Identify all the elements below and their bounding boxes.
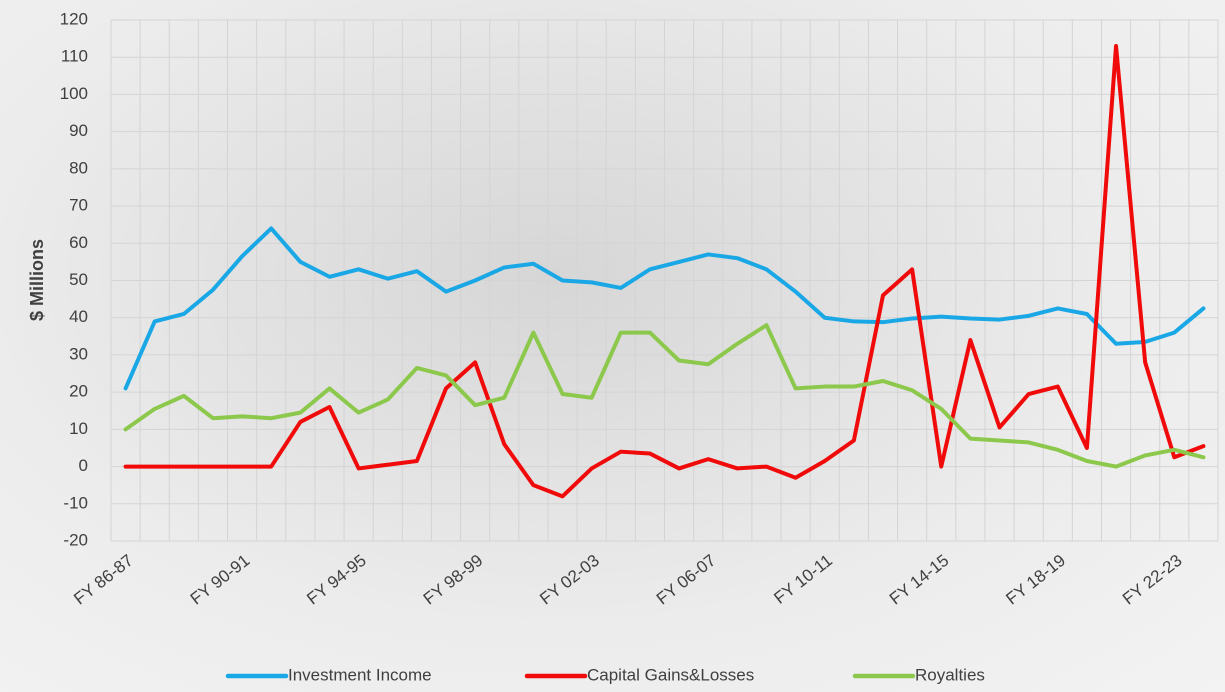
y-tick-label: 100 <box>60 84 88 103</box>
y-tick-label: 10 <box>69 419 88 438</box>
y-tick-label: -10 <box>63 493 88 512</box>
x-tick-label: FY 18-19 <box>1002 551 1069 609</box>
y-tick-label: 60 <box>69 233 88 252</box>
x-tick-label: FY 94-95 <box>303 551 370 609</box>
y-tick-label: 30 <box>69 344 88 363</box>
y-tick-label: 50 <box>69 270 88 289</box>
y-tick-label: 40 <box>69 307 88 326</box>
x-tick-label: FY 02-03 <box>536 551 603 609</box>
y-axis-title: $ Millions <box>27 239 47 321</box>
x-tick-label: FY 10-11 <box>770 551 836 608</box>
x-tick-label: FY 06-07 <box>653 551 720 609</box>
y-tick-label: 0 <box>79 456 88 475</box>
y-tick-label: 80 <box>69 158 88 177</box>
x-tick-label: FY 22-23 <box>1119 551 1186 609</box>
legend-label: Investment Income <box>288 665 432 684</box>
chart: $ Millions -20 -10 0 10 20 30 40 50 60 70 80 90 100 1… <box>0 0 1225 692</box>
x-tick-label: FY 14-15 <box>886 551 953 609</box>
y-tick-label: 70 <box>69 196 88 215</box>
x-tick-label: FY 98-99 <box>420 551 487 609</box>
y-tick-label: 110 <box>61 47 88 66</box>
y-tick-label: 120 <box>60 9 88 28</box>
legend-label: Capital Gains&Losses <box>587 665 754 684</box>
y-tick-label: 90 <box>69 121 88 140</box>
legend-label: Royalties <box>915 665 985 684</box>
y-tick-label: -20 <box>63 530 88 549</box>
y-tick-label: 20 <box>69 382 88 401</box>
x-tick-label: FY 86-87 <box>70 551 137 609</box>
x-tick-label: FY 90-91 <box>187 551 254 609</box>
